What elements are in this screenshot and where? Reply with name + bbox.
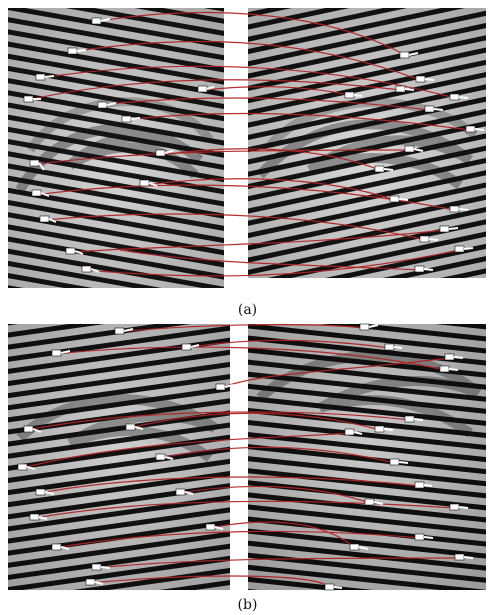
panel-a-svg	[8, 8, 486, 288]
panel-b-svg	[8, 323, 486, 591]
match-lines-a	[27, 11, 471, 277]
minutiae-markers-a	[23, 17, 485, 273]
fingerprint-image-left-b	[8, 324, 230, 590]
fingerprint-image-left-a	[8, 8, 224, 288]
match-lines-b	[21, 324, 461, 589]
minutiae-markers-b	[17, 323, 474, 591]
panel-a	[0, 0, 495, 300]
caption-b: (b)	[237, 597, 258, 613]
panel-b	[0, 318, 495, 596]
fingerprint-image-right-a	[248, 8, 486, 278]
caption-a: (a)	[237, 302, 258, 318]
